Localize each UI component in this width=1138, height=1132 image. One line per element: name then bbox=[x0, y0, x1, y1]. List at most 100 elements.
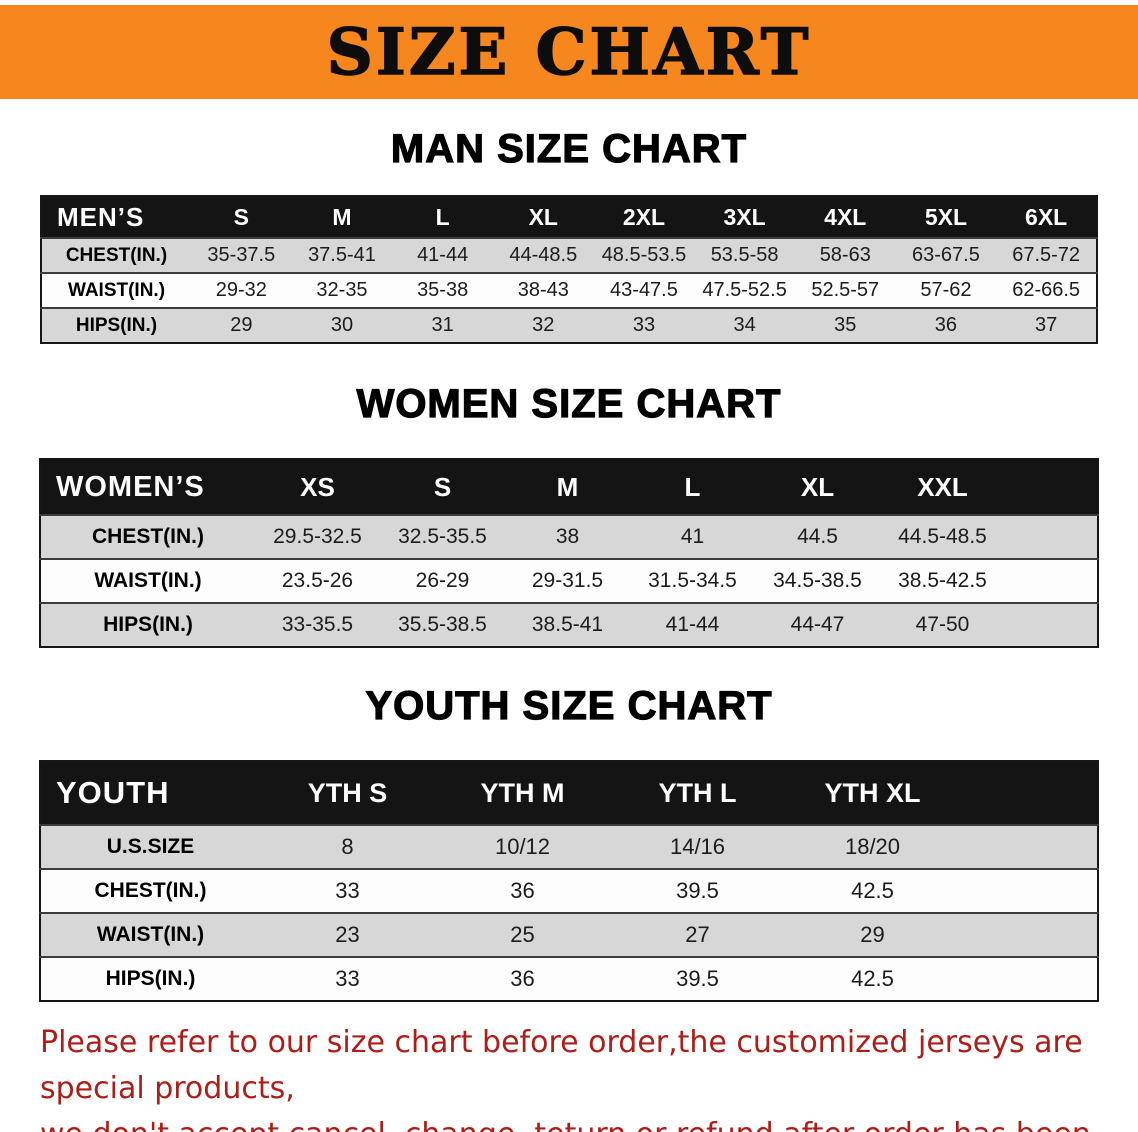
size-value-cell: 39.5 bbox=[676, 966, 719, 991]
table-title-cell: MEN’S bbox=[41, 196, 191, 238]
size-column-header: XL bbox=[492, 196, 594, 238]
size-value-cell: 34 bbox=[733, 314, 756, 336]
size-value-cell: 34.5-38.5 bbox=[773, 569, 862, 592]
size-value-cell: 32 bbox=[532, 314, 555, 336]
size-value-cell: 27 bbox=[685, 922, 710, 947]
row-label-cell: CHEST(IN.) bbox=[92, 525, 204, 548]
size-column-header: XL bbox=[755, 459, 880, 515]
size-value-cell: 33 bbox=[335, 966, 360, 991]
size-value-cell: 36 bbox=[934, 314, 958, 336]
size-value-cell: 23 bbox=[335, 922, 360, 947]
size-column-header: XS bbox=[255, 459, 380, 515]
size-value-cell: 31 bbox=[431, 314, 454, 336]
size-column-header: M bbox=[505, 459, 630, 515]
table-row: U.S.SIZE 8 10/12 14/16 18/20 bbox=[40, 825, 1098, 869]
size-column-header: YTH XL bbox=[785, 761, 960, 825]
size-value-cell: 44.5-48.5 bbox=[898, 525, 987, 548]
spacer-cell bbox=[960, 913, 1098, 957]
men-size-table: MEN’S S M L XL 2XL 3XL 4XL 5XL 6XL CHEST(IN.) 35-37… bbox=[40, 195, 1098, 344]
size-value-cell: 39.5 bbox=[676, 878, 719, 903]
table-title-cell: WOMEN’S bbox=[40, 459, 255, 515]
size-column-header: 3XL bbox=[694, 196, 795, 238]
size-value-cell: 33 bbox=[632, 314, 656, 336]
size-value-cell: 52.5-57 bbox=[811, 279, 880, 301]
men-section-heading: MAN SIZE CHART bbox=[390, 126, 748, 171]
header-row: YOUTH YTH S YTH M YTH L YTH XL bbox=[40, 761, 1098, 825]
spacer-cell bbox=[960, 761, 1098, 825]
size-value-cell: 58-63 bbox=[819, 244, 871, 266]
header-row: WOMEN’S XS S M L XL XXL bbox=[40, 459, 1098, 515]
size-value-cell: 44-47 bbox=[790, 613, 845, 636]
header-row: MEN’S S M L XL 2XL 3XL 4XL 5XL 6XL bbox=[41, 196, 1097, 238]
size-value-cell: 18/20 bbox=[844, 834, 901, 859]
size-value-cell: 10/12 bbox=[494, 834, 551, 859]
size-value-cell: 41-44 bbox=[665, 613, 720, 636]
size-column-header: 2XL bbox=[593, 196, 695, 238]
size-column-header: 5XL bbox=[895, 196, 997, 238]
size-value-cell: 29-31.5 bbox=[531, 569, 604, 592]
size-value-cell: 14/16 bbox=[669, 834, 726, 859]
table-row: CHEST(IN.) 33 36 39.5 42.5 bbox=[40, 869, 1098, 913]
spacer-cell bbox=[1005, 515, 1098, 559]
table-row: CHEST(IN.) 29.5-32.5 32.5-35.5 38 41 44.5 44.5… bbox=[40, 515, 1098, 559]
page-title: SIZE CHART bbox=[326, 14, 812, 91]
spacer-cell bbox=[960, 957, 1098, 1001]
size-value-cell: 41-44 bbox=[417, 244, 469, 266]
row-label-cell: HIPS(IN.) bbox=[105, 967, 196, 990]
size-value-cell: 26-29 bbox=[415, 569, 470, 592]
table-row: WAIST(IN.) 23 25 27 29 bbox=[40, 913, 1098, 957]
table-row: WAIST(IN.) 29-32 32-35 35-38 38-43 43-47.5 47.… bbox=[41, 273, 1097, 308]
size-column-header: S bbox=[380, 459, 505, 515]
size-value-cell: 29 bbox=[230, 314, 253, 336]
women-size-table: WOMEN’S XS S M L XL XXL CHEST(IN.) 29.5-32.5 32.5… bbox=[39, 458, 1099, 648]
women-section-heading: WOMEN SIZE CHART bbox=[356, 381, 782, 426]
size-value-cell: 53.5-58 bbox=[710, 244, 779, 266]
size-value-cell: 38.5-42.5 bbox=[898, 569, 987, 592]
table-row: HIPS(IN.) 33-35.5 35.5-38.5 38.5-41 41-44 44-… bbox=[40, 603, 1098, 647]
row-label-cell: CHEST(IN.) bbox=[65, 244, 168, 266]
row-label-cell: HIPS(IN.) bbox=[103, 613, 193, 636]
size-value-cell: 33 bbox=[335, 878, 360, 903]
size-column-header: YTH S bbox=[260, 761, 435, 825]
size-value-cell: 48.5-53.5 bbox=[601, 244, 687, 266]
table-row: WAIST(IN.) 23.5-26 26-29 29-31.5 31.5-34.5 34… bbox=[40, 559, 1098, 603]
size-column-header: 4XL bbox=[794, 196, 896, 238]
banner: SIZE CHART bbox=[0, 5, 1138, 99]
size-value-cell: 29-32 bbox=[215, 279, 267, 301]
disclaimer-line2: we don't accept cancel, change, teturn o… bbox=[40, 1117, 1091, 1132]
row-label-cell: U.S.SIZE bbox=[106, 835, 195, 858]
size-value-cell: 44.5 bbox=[797, 525, 838, 548]
size-value-cell: 36 bbox=[510, 878, 535, 903]
table-row: HIPS(IN.) 33 36 39.5 42.5 bbox=[40, 957, 1098, 1001]
spacer-cell bbox=[960, 825, 1098, 869]
size-column-header: 6XL bbox=[996, 196, 1097, 238]
size-value-cell: 67.5-72 bbox=[1012, 244, 1081, 266]
size-value-cell: 37 bbox=[1035, 314, 1058, 336]
size-value-cell: 43-47.5 bbox=[610, 279, 678, 301]
row-label-cell: CHEST(IN.) bbox=[94, 879, 207, 902]
table-row: CHEST(IN.) 35-37.5 37.5-41 41-44 44-48.5 48.5… bbox=[41, 238, 1097, 273]
size-value-cell: 62-66.5 bbox=[1012, 279, 1081, 301]
size-value-cell: 42.5 bbox=[851, 966, 894, 991]
size-value-cell: 63-67.5 bbox=[912, 244, 980, 266]
size-value-cell: 23.5-26 bbox=[281, 569, 354, 592]
disclaimer-note: Please refer to our size chart before or… bbox=[40, 1020, 1098, 1132]
size-value-cell: 38 bbox=[555, 525, 580, 548]
size-value-cell: 38.5-41 bbox=[531, 613, 604, 636]
size-column-header: L bbox=[392, 196, 493, 238]
size-value-cell: 41 bbox=[680, 525, 705, 548]
size-value-cell: 42.5 bbox=[851, 878, 894, 903]
size-value-cell: 35 bbox=[834, 314, 857, 336]
row-label-cell: WAIST(IN.) bbox=[94, 569, 202, 592]
size-value-cell: 36 bbox=[510, 966, 535, 991]
size-value-cell: 33-35.5 bbox=[281, 613, 354, 636]
size-column-header: L bbox=[630, 459, 755, 515]
table-title-cell: YOUTH bbox=[40, 761, 260, 825]
youth-section-heading: YOUTH SIZE CHART bbox=[365, 683, 773, 728]
size-value-cell: 32-35 bbox=[316, 279, 368, 301]
size-column-header: YTH M bbox=[435, 761, 610, 825]
size-value-cell: 29 bbox=[860, 922, 885, 947]
size-value-cell: 35-38 bbox=[417, 279, 469, 301]
size-value-cell: 57-62 bbox=[920, 279, 972, 301]
